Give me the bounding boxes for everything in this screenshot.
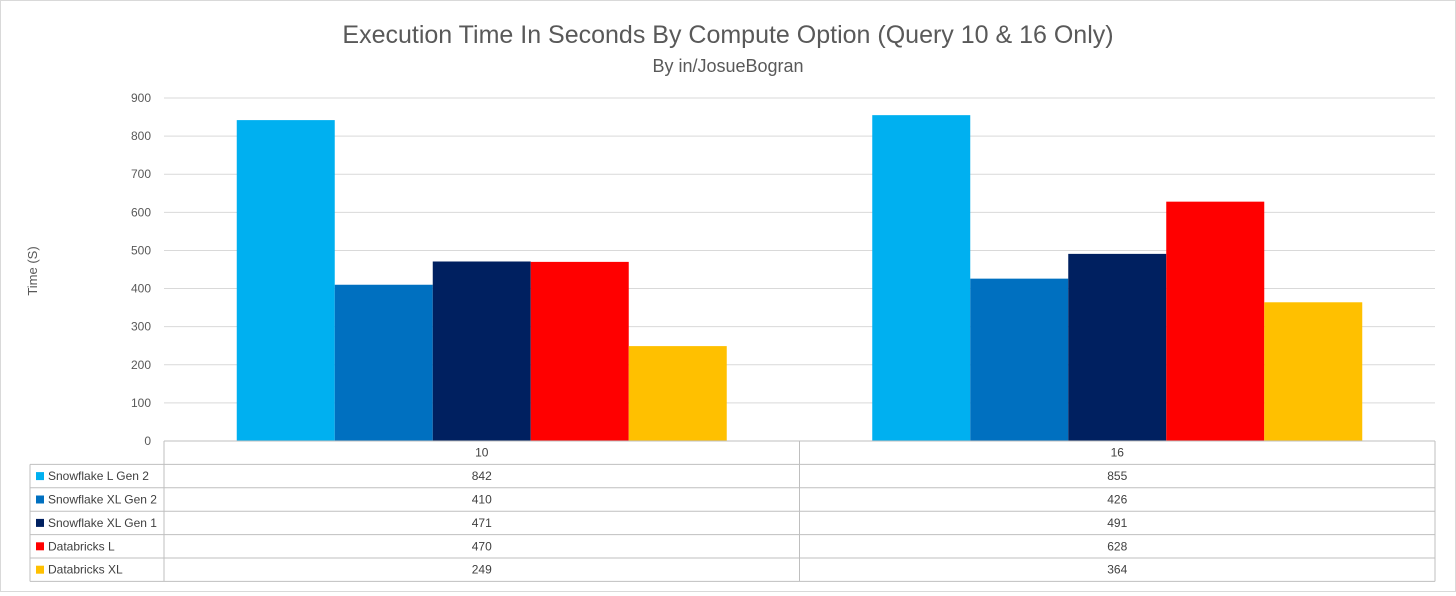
legend-key [36, 518, 44, 527]
x-category-label: 16 [1111, 446, 1125, 460]
data-label: 470 [472, 539, 492, 553]
y-tick-label: 900 [131, 91, 151, 105]
y-axis-label: Time (S) [25, 246, 40, 295]
data-label: 410 [472, 493, 492, 507]
y-tick-label: 100 [131, 396, 151, 410]
data-label: 628 [1107, 539, 1127, 553]
legend-key [36, 495, 44, 504]
y-tick-label: 600 [131, 205, 151, 219]
bars [236, 115, 1363, 442]
legend-entry: Snowflake XL Gen 2 [48, 493, 157, 507]
legend-entry: Snowflake XL Gen 1 [48, 516, 157, 530]
data-table: 10 16 Snowflake L Gen 2 842 855 Snowflake XL … [29, 440, 1436, 582]
y-tick-label: 300 [131, 320, 151, 334]
x-category-label: 10 [475, 446, 489, 460]
y-tick-label: 200 [131, 358, 151, 372]
legend-key [36, 542, 44, 551]
chart-title: Execution Time In Seconds By Compute Opt… [342, 21, 1113, 49]
bar [1166, 201, 1265, 441]
y-tick-label: 500 [131, 243, 151, 257]
bar [1068, 253, 1167, 441]
bar [1264, 302, 1363, 441]
y-tick-label: 700 [131, 167, 151, 181]
chart-subtitle: By in/JosueBogran [652, 56, 803, 76]
bar [628, 346, 727, 441]
data-label: 842 [472, 469, 492, 483]
legend-entry: Databricks XL [48, 563, 123, 577]
bar [970, 278, 1069, 441]
data-label: 855 [1107, 469, 1127, 483]
legend-key [36, 472, 44, 481]
legend-key [36, 565, 44, 574]
data-label: 491 [1107, 516, 1127, 530]
bar [334, 284, 433, 441]
y-tick-label: 400 [131, 282, 151, 296]
y-tick-label: 800 [131, 129, 151, 143]
bar [872, 115, 971, 442]
legend-entry: Snowflake L Gen 2 [48, 469, 149, 483]
data-label: 471 [472, 516, 492, 530]
legend-entry: Databricks L [48, 539, 115, 553]
data-label: 249 [472, 563, 492, 577]
bar [432, 261, 531, 441]
y-axis-ticks: 0 100 200 300 400 500 600 700 800 900 [131, 91, 151, 448]
y-tick-label: 0 [144, 434, 151, 448]
bar [530, 261, 629, 441]
data-label: 364 [1107, 563, 1127, 577]
data-label: 426 [1107, 493, 1127, 507]
bar [236, 120, 335, 442]
